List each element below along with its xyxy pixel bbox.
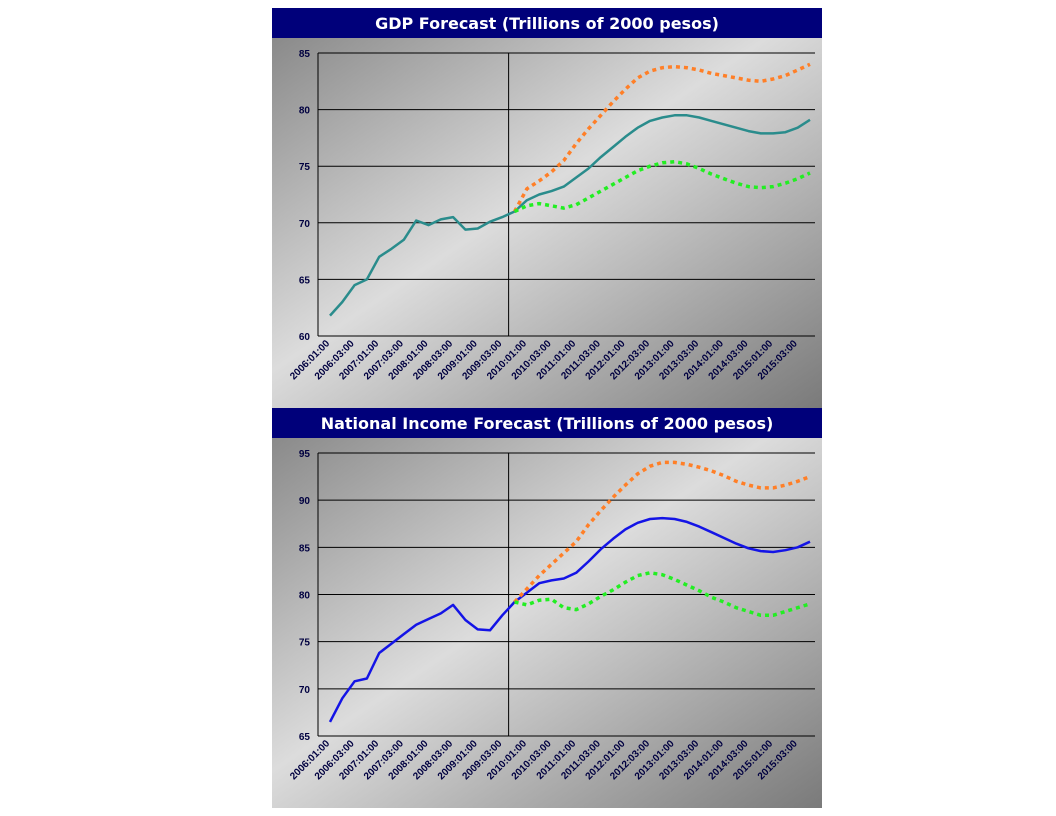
- y-tick-label: 90: [299, 496, 311, 507]
- series-line: [513, 159, 811, 214]
- chart-title: GDP Forecast (Trillions of 2000 pesos): [375, 14, 719, 33]
- y-tick-label: 60: [299, 332, 311, 343]
- y-tick-label: 75: [299, 638, 311, 649]
- y-tick-label: 70: [299, 685, 311, 696]
- y-tick-label: 95: [299, 449, 311, 460]
- y-tick-label: 65: [299, 275, 311, 286]
- y-tick-label: 80: [299, 106, 311, 117]
- y-tick-label: 85: [299, 543, 311, 554]
- chart-title: National Income Forecast (Trillions of 2…: [321, 414, 774, 433]
- series-line: [513, 460, 811, 604]
- y-tick-label: 85: [299, 49, 311, 60]
- y-tick-label: 70: [299, 219, 311, 230]
- y-tick-label: 80: [299, 591, 311, 602]
- series-line: [328, 516, 811, 723]
- series-line: [514, 571, 811, 618]
- title-bar: [272, 408, 822, 438]
- y-tick-label: 75: [299, 162, 311, 173]
- series-line: [513, 62, 811, 213]
- y-tick-label: 65: [299, 732, 311, 743]
- title-bar: [272, 8, 822, 38]
- series-line: [329, 114, 811, 317]
